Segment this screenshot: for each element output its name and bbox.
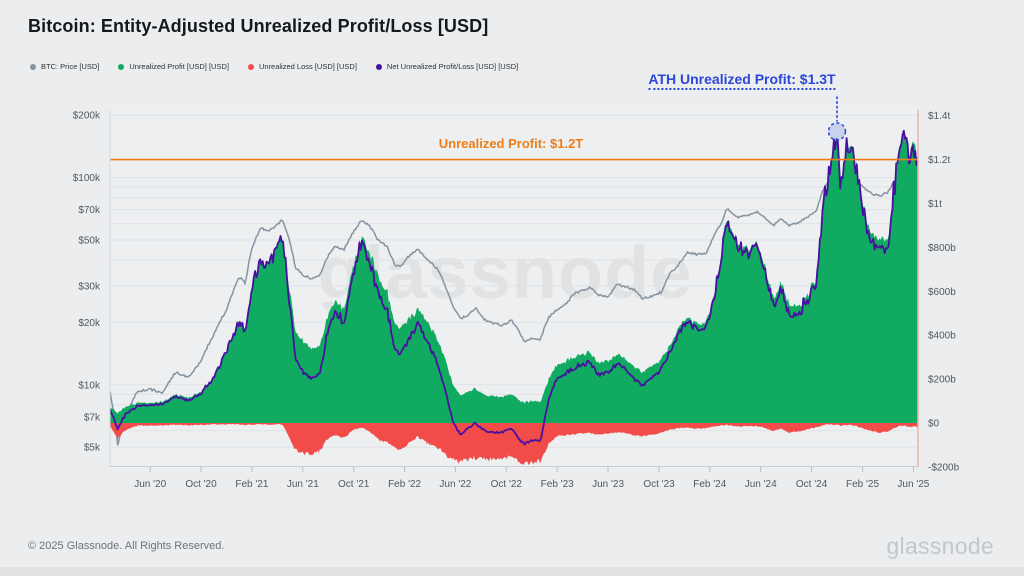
- legend-dot: [375, 63, 382, 70]
- svg-text:$50k: $50k: [78, 236, 101, 247]
- copyright-text: © 2025 Glassnode. All Rights Reserved.: [28, 540, 225, 552]
- svg-text:$0: $0: [928, 419, 940, 430]
- svg-text:Jun '21: Jun '21: [287, 479, 319, 490]
- legend-dot: [30, 63, 36, 70]
- svg-text:$100k: $100k: [73, 173, 101, 184]
- svg-text:Oct '22: Oct '22: [491, 479, 523, 490]
- svg-text:$1.2t: $1.2t: [928, 155, 950, 166]
- svg-text:Feb '22: Feb '22: [388, 479, 421, 490]
- legend-item-0[interactable]: BTC: Price [USD]: [30, 62, 99, 71]
- legend-dot: [118, 63, 125, 70]
- legend-item-label: Unrealized Loss [USD] [USD]: [258, 62, 357, 71]
- svg-text:Feb '23: Feb '23: [541, 479, 574, 490]
- svg-text:-$200b: -$200b: [928, 462, 960, 473]
- svg-text:$5k: $5k: [84, 443, 101, 454]
- svg-text:Oct '24: Oct '24: [796, 479, 828, 490]
- svg-text:Oct '23: Oct '23: [643, 479, 675, 490]
- legend-item-label: BTC: Price [USD]: [41, 62, 100, 71]
- svg-text:Jun '24: Jun '24: [745, 479, 777, 490]
- svg-text:$200k: $200k: [73, 111, 101, 122]
- svg-text:Jun '25: Jun '25: [897, 479, 929, 490]
- svg-text:$7k: $7k: [84, 412, 101, 423]
- legend-dot: [247, 63, 254, 70]
- svg-text:$20k: $20k: [78, 318, 101, 329]
- legend-item-2[interactable]: Unrealized Loss [USD] [USD]: [247, 62, 357, 71]
- page-title: Bitcoin: Entity-Adjusted Unrealized Prof…: [28, 16, 489, 36]
- svg-text:$400b: $400b: [928, 331, 956, 342]
- svg-text:$30k: $30k: [78, 281, 101, 292]
- glassnode-logo: glassnode: [886, 533, 994, 559]
- svg-text:$800b: $800b: [928, 243, 956, 254]
- legend-item-label: Net Unrealized Profit/Loss [USD] [USD]: [386, 62, 519, 71]
- svg-text:$1t: $1t: [928, 199, 942, 210]
- svg-text:Feb '21: Feb '21: [235, 479, 268, 490]
- svg-text:Jun '22: Jun '22: [439, 479, 471, 490]
- svg-text:Feb '25: Feb '25: [846, 479, 879, 490]
- svg-text:Oct '21: Oct '21: [338, 479, 370, 490]
- svg-text:$1.4t: $1.4t: [928, 111, 950, 122]
- svg-text:Feb '24: Feb '24: [693, 479, 726, 490]
- svg-text:$600b: $600b: [928, 287, 956, 298]
- legend-item-1[interactable]: Unrealized Profit [USD] [USD]: [118, 62, 229, 71]
- svg-text:$70k: $70k: [78, 205, 101, 216]
- unrealized-profit-annotation: Unrealized Profit: $1.2T: [438, 136, 584, 151]
- svg-text:Jun '23: Jun '23: [592, 479, 624, 490]
- svg-text:Jun '20: Jun '20: [134, 479, 166, 490]
- svg-text:$200b: $200b: [928, 375, 956, 386]
- svg-text:Oct '20: Oct '20: [185, 479, 217, 490]
- legend-item-label: Unrealized Profit [USD] [USD]: [129, 62, 229, 71]
- legend-item-3[interactable]: Net Unrealized Profit/Loss [USD] [USD]: [375, 62, 519, 71]
- bottom-band: [0, 567, 1024, 576]
- svg-text:$10k: $10k: [78, 380, 101, 391]
- ath-annotation: ATH Unrealized Profit: $1.3T: [648, 71, 836, 90]
- chart-legend: BTC: Price [USD] Unrealized Profit [USD] …: [30, 62, 518, 71]
